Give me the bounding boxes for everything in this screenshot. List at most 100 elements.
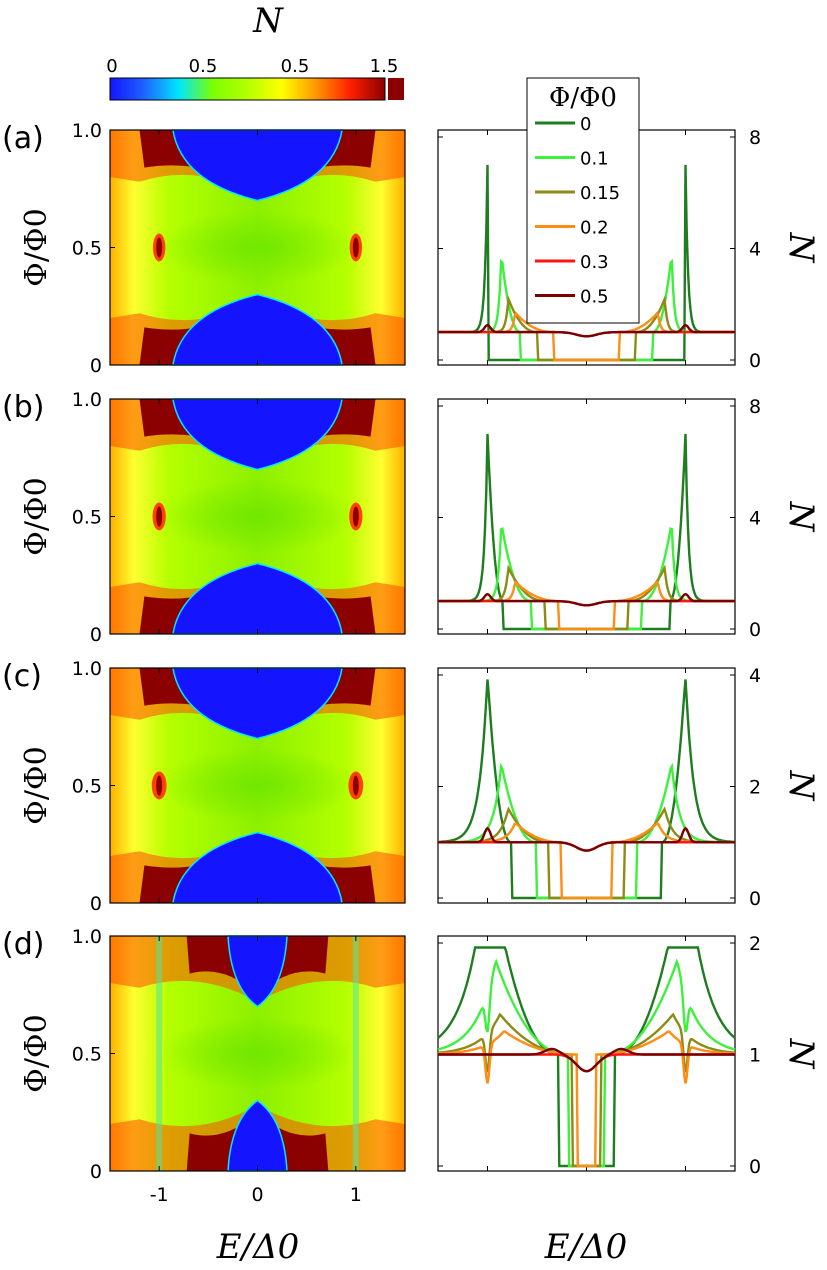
heatmap-ytick-label: 0 (90, 355, 102, 377)
panel-a: (a) 0 0.5 1.0 Φ/Φ0 0 4 8 N (2, 120, 821, 377)
heatmap-ridge (352, 237, 359, 258)
heatmap-xtick-label: 0 (251, 1184, 263, 1206)
legend-label: 0.15 (580, 183, 620, 204)
legend-item-0: 0 (535, 114, 591, 135)
panel-b: (b) 0 0.5 1.0 Φ/Φ0 0 4 8 N (2, 389, 821, 646)
heatmap-center-glow (160, 209, 355, 286)
line-ytick-label: 2 (749, 933, 761, 955)
line-ytick-label: 2 (749, 777, 761, 799)
heatmap-ylabel: Φ/Φ0 (19, 746, 54, 824)
line-ylabel: N (781, 770, 821, 802)
legend-item-0.15: 0.15 (535, 183, 620, 204)
line-ytick-label: 8 (749, 396, 761, 418)
panels: (a)00.51.0Φ/Φ0048N(b)00.51.0Φ/Φ0048N(c)0… (2, 120, 821, 1206)
heatmap-ridge (352, 936, 359, 1171)
heatmap-xlabel: E/Δ0 (216, 1227, 299, 1267)
colorbar-tick-1: 0.5 (189, 56, 218, 77)
lines-xlabel: E/Δ0 (544, 1227, 627, 1267)
heatmap-ytick-label: 0.5 (72, 776, 102, 798)
panel-label: (a) (2, 121, 44, 156)
colorbar-tick-0: 0 (106, 56, 117, 77)
heatmap: 0 0.5 1.0 -1 0 1 Φ/Φ0 (19, 926, 406, 1206)
heatmap-gap-lobe-top (172, 398, 343, 471)
heatmap-ridge (156, 775, 163, 796)
legend-item-0.1: 0.1 (535, 149, 609, 170)
series-line-0.5 (438, 323, 735, 338)
series-line-0.5 (438, 1047, 735, 1073)
line-ytick-label: 0 (749, 619, 761, 641)
heatmap-ridge (156, 936, 163, 1171)
heatmap-xtick-label: 1 (350, 1184, 362, 1206)
series-line-0.5 (438, 592, 735, 607)
heatmap-ytick-label: 1.0 (72, 658, 102, 680)
legend-item-0.2: 0.2 (535, 218, 609, 239)
legend-label: 0.1 (580, 149, 609, 170)
line-ytick-label: 0 (749, 1156, 761, 1178)
legend: Φ/Φ0 0 0.1 0.15 0.2 0.3 0.5 (526, 77, 640, 324)
heatmap-gap-lobe-bottom (172, 831, 343, 904)
line-ytick-label: 8 (749, 127, 761, 149)
legend-items: 0 0.1 0.15 0.2 0.3 0.5 (535, 114, 620, 308)
colorbar-tick-3: 1.5 (370, 56, 399, 77)
heatmap-center-glow (160, 747, 355, 824)
heatmap: 0 0.5 1.0 Φ/Φ0 (19, 120, 406, 377)
line-ylabel: N (781, 501, 821, 533)
legend-title: Φ/Φ0 (549, 83, 617, 113)
heatmap-ridge (156, 237, 163, 258)
panel-d: (d) 0 0.5 1.0 -1 0 1 Φ/Φ0 0 1 2 N (2, 926, 821, 1206)
heatmap-ylabel: Φ/Φ0 (19, 477, 54, 555)
heatmap-xtick-label: -1 (150, 1184, 169, 1206)
legend-label: 0.5 (580, 287, 609, 308)
heatmap: 0 0.5 1.0 Φ/Φ0 (19, 658, 406, 915)
line-plot-frame (437, 667, 736, 904)
heatmap-ylabel: Φ/Φ0 (19, 1014, 54, 1092)
heatmap-gap-lobe-top (172, 667, 343, 740)
heatmap-gap-lobe-bottom (172, 562, 343, 635)
line-plot: 0 4 8 N (437, 396, 821, 641)
heatmap-ytick-label: 0 (90, 624, 102, 646)
legend-item-0.5: 0.5 (535, 287, 609, 308)
heatmap-ytick-label: 1.0 (72, 120, 102, 142)
heatmap-ridge (352, 506, 359, 527)
line-ytick-label: 4 (749, 508, 761, 530)
line-ytick-label: 1 (749, 1045, 761, 1067)
line-ylabel: N (781, 1038, 821, 1070)
heatmap-ytick-label: 1.0 (72, 389, 102, 411)
line-plot: 0 1 2 N (437, 933, 821, 1178)
heatmap-center-glow (160, 478, 355, 555)
colorbar-overflow-swatch (388, 78, 404, 100)
line-ylabel: N (781, 232, 821, 264)
heatmap-gap-lobe-top (172, 129, 343, 202)
heatmap-ytick-label: 0 (90, 1161, 102, 1183)
line-plot: 0 2 4 N (437, 665, 821, 910)
heatmap-center-glow (160, 1015, 355, 1092)
panel-label: (c) (2, 659, 42, 694)
heatmap-ytick-label: 0.5 (72, 1044, 102, 1066)
colorbar-bar (109, 77, 386, 101)
heatmap-ytick-label: 0.5 (72, 507, 102, 529)
heatmap-ylabel: Φ/Φ0 (19, 208, 54, 286)
legend-item-0.3: 0.3 (535, 252, 609, 273)
panel-label: (b) (2, 390, 44, 425)
line-ytick-label: 0 (749, 888, 761, 910)
series-line-0.5 (438, 826, 735, 852)
panel-label: (d) (2, 927, 44, 962)
legend-label: 0 (580, 114, 591, 135)
heatmap-gap-lobe-bottom (172, 293, 343, 366)
series-line-0.2 (437, 1030, 736, 1168)
legend-box (526, 77, 640, 324)
panel-c: (c) 0 0.5 1.0 Φ/Φ0 0 2 4 N (2, 658, 821, 915)
line-ytick-label: 0 (749, 350, 761, 372)
heatmap-ytick-label: 0 (90, 893, 102, 915)
legend-title-text: Φ/Φ0 (549, 83, 617, 113)
line-ytick-label: 4 (749, 239, 761, 261)
heatmap-ridge (156, 506, 163, 527)
colorbar-tick-2: 0.5 (281, 56, 310, 77)
heatmap-gap-lobe-bottom (227, 1099, 288, 1172)
heatmap-ytick-label: 1.0 (72, 926, 102, 948)
colorbar: N 0 0.5 0.5 1.5 (106, 1, 404, 101)
colorbar-title: N (252, 1, 284, 41)
heatmap-ytick-label: 0.5 (72, 238, 102, 260)
heatmap: 0 0.5 1.0 Φ/Φ0 (19, 389, 406, 646)
